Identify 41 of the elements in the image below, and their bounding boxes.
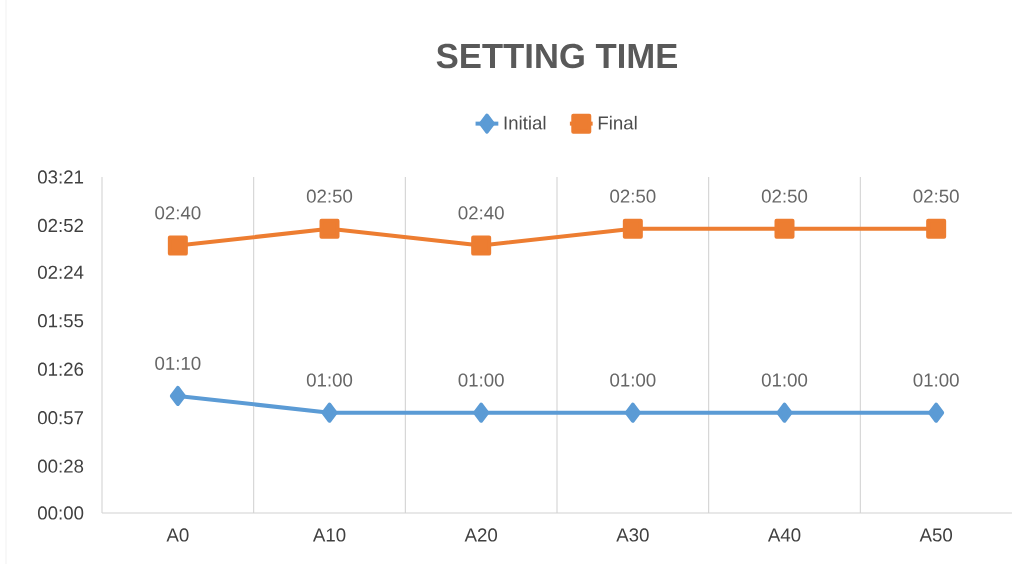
y-tick-label: 00:28 [37, 459, 84, 473]
data-label: 02:40 [155, 206, 201, 220]
data-label: 02:50 [913, 189, 959, 203]
point [928, 402, 945, 423]
data-label: 01:00 [306, 373, 353, 387]
legend-label: Initial [504, 115, 546, 130]
point [622, 218, 643, 239]
point [319, 218, 340, 239]
y-tick-label: 00:00 [37, 506, 84, 520]
y-tick-label: 01:26 [37, 362, 84, 376]
y-tick-label: 01:55 [37, 314, 84, 328]
data-label: 02:50 [610, 189, 656, 203]
point [774, 218, 795, 239]
y-tick-label: 03:21 [37, 170, 84, 184]
data-label: 01:10 [155, 356, 201, 370]
x-tick-label: A50 [919, 528, 953, 542]
data-label: 01:00 [458, 373, 504, 387]
data-label: 01:00 [610, 373, 656, 387]
data-label: 02:50 [306, 189, 353, 203]
y-tick-label: 02:24 [37, 265, 84, 279]
point [169, 385, 186, 406]
data-label: 01:00 [761, 373, 808, 387]
y-tick-label: 00:57 [37, 411, 84, 425]
data-label: 02:40 [458, 206, 504, 220]
x-tick-label: A20 [464, 528, 498, 542]
point [624, 402, 641, 423]
x-tick-label: A30 [616, 528, 649, 542]
point [321, 402, 338, 423]
point [926, 218, 947, 239]
x-tick-label: A0 [166, 528, 189, 542]
y-tick-label: 02:52 [37, 218, 84, 233]
x-tick-label: A10 [312, 528, 346, 542]
point [776, 402, 793, 423]
x-tick-label: A40 [767, 528, 801, 542]
point [473, 402, 490, 423]
data-label: 01:00 [913, 373, 959, 387]
legend-label: Final [598, 115, 637, 130]
chart-title: SETTING TIME [436, 43, 677, 69]
point [471, 235, 492, 256]
point [167, 235, 188, 256]
data-label: 02:50 [761, 189, 808, 203]
